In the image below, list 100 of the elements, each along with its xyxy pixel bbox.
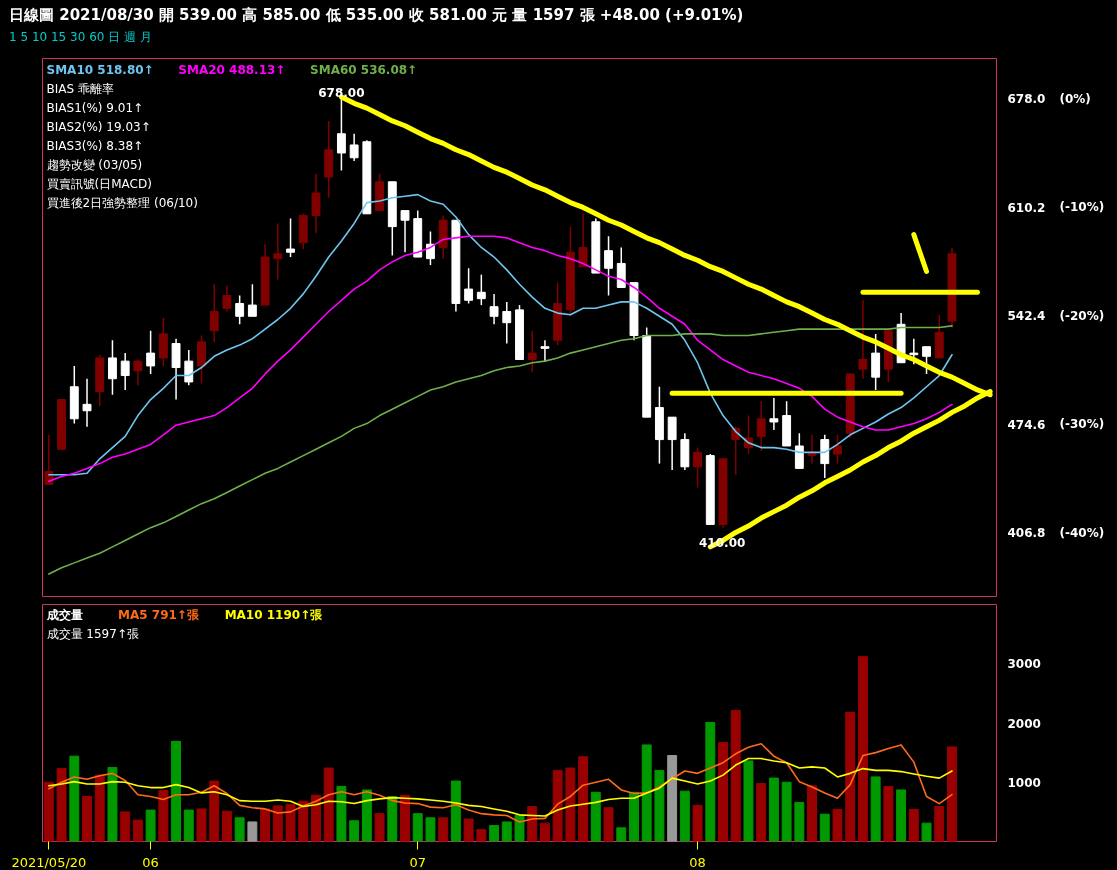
annotation: BIAS3(%) 8.38↑: [46, 138, 144, 153]
bar: [69, 755, 80, 842]
x-tick-label: 07: [409, 854, 427, 870]
y2-tick-label: (-20%): [1059, 308, 1105, 323]
bar: [514, 814, 525, 842]
bar: [565, 767, 576, 842]
candlestick: [769, 397, 779, 431]
line-series: [48, 325, 953, 575]
bar: [768, 777, 779, 842]
bar: [730, 710, 741, 842]
candlestick: [311, 173, 321, 234]
candlestick: [336, 97, 346, 172]
bar: [196, 808, 207, 842]
bar: [412, 813, 423, 842]
bar: [718, 742, 728, 842]
bar: [527, 806, 538, 842]
bar: [171, 740, 182, 842]
bar: [845, 711, 856, 842]
candlestick: [476, 273, 486, 306]
text: SMA60 536.08↑: [310, 62, 418, 77]
bar: [349, 820, 360, 842]
bar: [158, 790, 169, 842]
bar: [756, 782, 767, 842]
candlestick: [273, 222, 283, 281]
bar: [234, 817, 245, 842]
bar: [221, 810, 232, 842]
bar: [667, 755, 678, 842]
candlestick: [794, 432, 804, 470]
annotation: 買進後2日強勢整理 (06/10): [46, 195, 198, 210]
candlestick: [464, 267, 474, 305]
bar: [120, 811, 131, 842]
candlestick: [146, 329, 156, 375]
candlestick: [527, 329, 537, 374]
bar: [590, 791, 601, 842]
bar: [209, 780, 220, 842]
candlestick: [247, 283, 257, 318]
y2-tick-label: (-40%): [1059, 525, 1105, 540]
annotation: 買賣訊號(日MACD): [46, 176, 152, 191]
bar: [908, 809, 919, 842]
bar: [947, 746, 957, 842]
candlestick: [133, 358, 143, 386]
bar: [132, 819, 143, 842]
y2-tick-label: (0%): [1059, 91, 1091, 106]
bar: [361, 789, 372, 842]
bar: [603, 807, 614, 842]
bar: [438, 817, 449, 842]
candlestick: [235, 294, 245, 326]
candlestick: [540, 339, 550, 362]
bar: [552, 769, 563, 842]
bar: [285, 803, 296, 842]
bar: [387, 795, 398, 842]
annotation: 678.00: [318, 85, 365, 100]
bar: [247, 821, 258, 842]
bar: [857, 656, 868, 842]
bar: [425, 817, 436, 842]
bar: [705, 721, 716, 842]
annotation: 成交量 1597↑張: [46, 627, 139, 642]
x-tick-label: 08: [689, 854, 706, 870]
annotation: 趨勢改變 (03/05): [46, 157, 143, 172]
candlestick: [502, 301, 512, 345]
text: SMA20 488.13↑: [178, 62, 286, 77]
candlestick: [667, 416, 677, 471]
annotation: BIAS1(%) 9.01↑: [46, 100, 144, 115]
bar: [489, 825, 500, 842]
bar: [298, 800, 309, 842]
y-tick-label: 474.6: [1007, 417, 1046, 432]
candlestick: [184, 349, 194, 386]
candlestick: [489, 293, 499, 326]
bar: [578, 756, 589, 842]
y2-tick-label: (-30%): [1059, 417, 1105, 432]
bar: [781, 781, 792, 842]
bar: [336, 785, 347, 842]
candlestick: [833, 434, 842, 465]
bar: [501, 821, 512, 842]
bar: [934, 806, 945, 842]
bar: [794, 801, 805, 842]
bar: [832, 809, 843, 842]
bar: [896, 789, 907, 842]
candlestick: [578, 213, 588, 268]
line-series: [48, 757, 953, 817]
bar: [692, 804, 703, 842]
candlestick: [209, 283, 219, 343]
bar: [82, 795, 92, 842]
candlestick: [400, 209, 410, 253]
y-tick-label: 406.8: [1007, 526, 1046, 541]
text: SMA10 518.80↑: [46, 62, 154, 77]
bar: [94, 774, 105, 842]
candlestick: [222, 285, 232, 313]
bar: [400, 794, 410, 842]
bar: [56, 768, 67, 842]
candlestick: [82, 377, 92, 428]
bar: [463, 818, 474, 842]
bar: [476, 829, 487, 842]
y-tick-label: 3000: [1007, 657, 1041, 672]
bar: [743, 760, 754, 842]
bar: [374, 813, 385, 842]
bar: [616, 827, 627, 842]
bar: [311, 794, 321, 842]
bar: [679, 790, 690, 842]
text: MA5 791↑張: [118, 608, 200, 623]
